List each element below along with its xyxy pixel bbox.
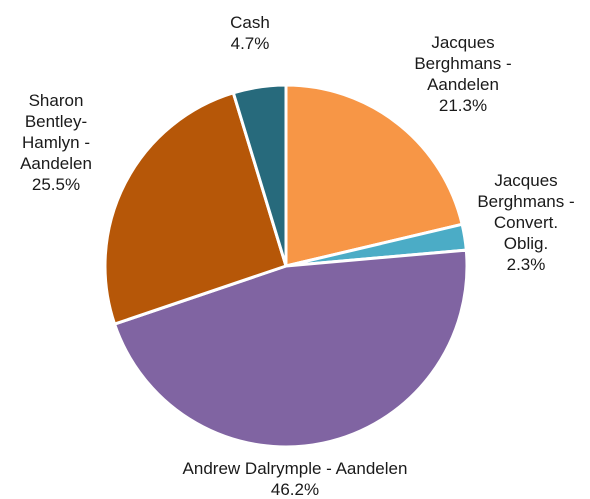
pie-slice-sharon-bentley-hamlyn	[103, 91, 288, 326]
pie-slice-jacques-aandelen	[284, 83, 464, 268]
slice-label-andrew-dalrymple: Andrew Dalrymple - Aandelen 46.2%	[182, 459, 408, 499]
pie-slice-cash	[231, 83, 288, 268]
slice-label-sharon-bentley-hamlyn: Sharon Bentley- Hamlyn - Aandelen 25.5%	[20, 91, 92, 194]
slice-label-cash: Cash 4.7%	[230, 13, 270, 53]
slice-label-jacques-aandelen: Jacques Berghmans - Aandelen 21.3%	[414, 33, 512, 115]
slice-label-jacques-convert-oblig: Jacques Berghmans - Convert. Oblig. 2.3%	[477, 171, 575, 274]
pie-slice-andrew-dalrymple	[113, 248, 469, 449]
